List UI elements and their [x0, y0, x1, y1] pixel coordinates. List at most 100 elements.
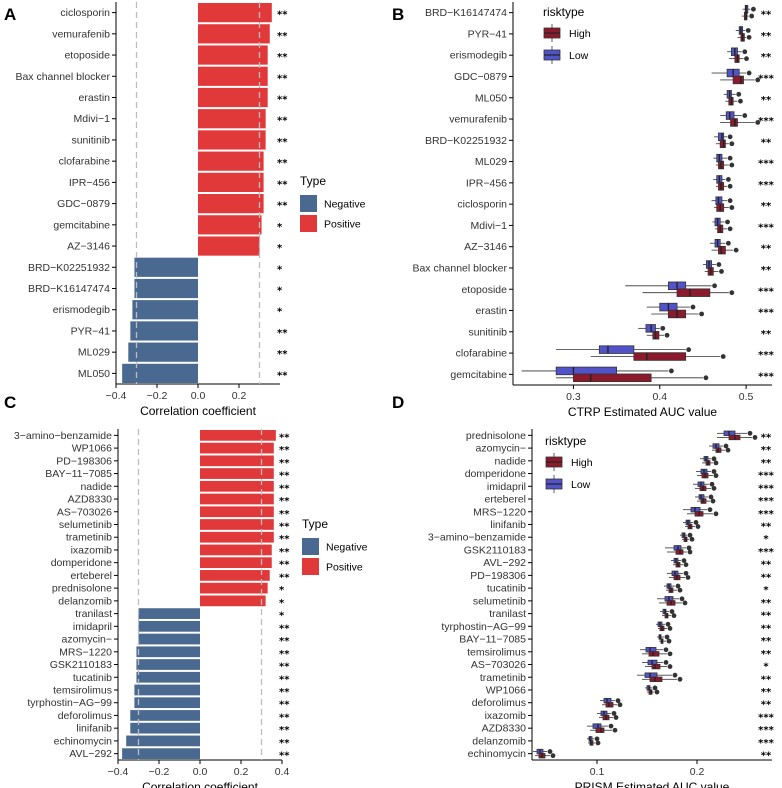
y-tick-label: WP1066: [72, 443, 112, 455]
y-tick-label: selumetinib: [59, 519, 112, 531]
high-risk-box: [695, 485, 717, 492]
box: [649, 676, 663, 683]
y-tick-label: imidapril: [487, 481, 526, 493]
outlier-point: [612, 727, 618, 733]
high-risk-box: [711, 245, 739, 255]
box-row-vemurafenib: [720, 111, 761, 127]
y-tick-label: ixazomib: [485, 710, 527, 722]
low-risk-box: [711, 196, 733, 205]
outlier-point: [687, 532, 693, 538]
outlier-point: [727, 183, 733, 189]
high-risk-box: [669, 574, 691, 581]
y-tick-label: Bax channel blocker: [15, 71, 110, 83]
outlier-point: [664, 332, 670, 338]
outlier-point: [719, 269, 724, 274]
significance-label: **: [761, 31, 772, 42]
bar-pd-198306: [200, 455, 274, 467]
low-risk-box: [646, 302, 696, 312]
bar-etoposide: [198, 45, 268, 65]
y-tick-label: ciclosporin: [60, 7, 110, 19]
low-risk-box: [660, 608, 675, 615]
outlier-point: [671, 613, 677, 619]
bar-nadide: [200, 480, 274, 492]
box-row-tyrphostin-ag-99: [656, 621, 673, 632]
box-row-azd8330: [587, 723, 618, 733]
box-row-linifanib: [683, 519, 701, 530]
significance-label: **: [761, 458, 772, 469]
significance-label: *: [277, 264, 283, 275]
y-tick-label: GDC−0879: [57, 198, 110, 210]
box-row-3-amino-benzamide: [680, 532, 695, 542]
outlier-point: [663, 647, 669, 653]
y-tick-label: tyrphostin−AG−99: [441, 621, 526, 633]
y-tick-label: tucatinib: [73, 672, 112, 684]
box-row-deforolimus: [600, 697, 623, 708]
bar-brd-k16147474: [134, 278, 198, 299]
y-tick-label: erismodegib: [450, 50, 507, 62]
significance-label: **: [277, 349, 288, 360]
y-tick-label: sunitinib: [71, 134, 110, 146]
significance-label: **: [279, 662, 290, 673]
y-tick-label: AS−703026: [57, 506, 112, 518]
significance-label: **: [279, 547, 290, 558]
high-risk-box: [714, 203, 735, 212]
low-risk-box: [727, 47, 748, 56]
significance-label: **: [277, 52, 288, 63]
outlier-point: [686, 347, 692, 353]
outlier-point: [666, 638, 672, 644]
x-tick-label: 0.0: [193, 766, 208, 778]
outlier-point: [615, 698, 621, 704]
significance-label: **: [761, 611, 772, 622]
significance-label: *: [277, 243, 283, 254]
y-tick-label: erismodegib: [53, 304, 110, 316]
y-tick-label: ML029: [78, 347, 110, 359]
significance-label: ***: [758, 180, 774, 191]
significance-label: **: [761, 432, 772, 443]
y-tick-label: BRD−K02251932: [28, 262, 110, 274]
y-tick-label: GSK2110183: [464, 544, 526, 556]
outlier-point: [745, 28, 751, 33]
bar-linifanib: [130, 722, 200, 734]
high-risk-box: [697, 498, 716, 504]
box-row-brd-k02251932: [714, 132, 735, 148]
y-tick-label: ML029: [475, 156, 507, 168]
significance-label: **: [761, 572, 772, 583]
high-risk-box: [659, 600, 688, 606]
outlier-point: [727, 226, 733, 232]
outlier-point: [729, 162, 735, 168]
y-tick-label: ML050: [78, 368, 110, 380]
y-tick-label: tranilast: [489, 608, 526, 620]
legend: Type Negative Positive: [300, 174, 366, 232]
y-tick-label: clofarabine: [59, 156, 111, 168]
outlier-point: [749, 13, 755, 19]
box-row-nadide: [700, 456, 719, 466]
x-tick-label: 0.1: [590, 766, 605, 778]
y-tick-label: ML050: [475, 92, 507, 104]
high-risk-box: [662, 612, 677, 619]
legend-label: Negative: [324, 199, 366, 211]
box: [732, 75, 744, 85]
y-tick-label: vemurafenib: [449, 114, 507, 126]
outlier-point: [675, 583, 681, 589]
high-risk-box: [602, 702, 623, 708]
bar-ciclosporin: [198, 3, 272, 23]
x-axis-title: Correlation coefficient: [140, 404, 257, 418]
outlier-point: [652, 685, 658, 691]
bar-avl-292: [122, 748, 200, 759]
significance-label: **: [277, 31, 288, 42]
significance-label: **: [761, 201, 772, 212]
outlier-point: [711, 485, 717, 491]
significance-label: *: [279, 585, 285, 596]
box-row-mdivi-1: [712, 217, 733, 234]
y-tick-label: PD−198306: [470, 570, 526, 582]
significance-label: **: [761, 560, 772, 571]
y-tick-label: azomycin−: [476, 443, 526, 455]
significance-label: **: [279, 509, 290, 520]
significance-label: **: [277, 73, 288, 84]
box-row-pd-198306: [667, 570, 691, 581]
y-tick-label: echinomycin: [54, 735, 113, 747]
legend: Type Negative Positive: [302, 517, 368, 575]
y-tick-label: temsirolimus: [467, 646, 526, 658]
outlier-point: [713, 473, 719, 479]
